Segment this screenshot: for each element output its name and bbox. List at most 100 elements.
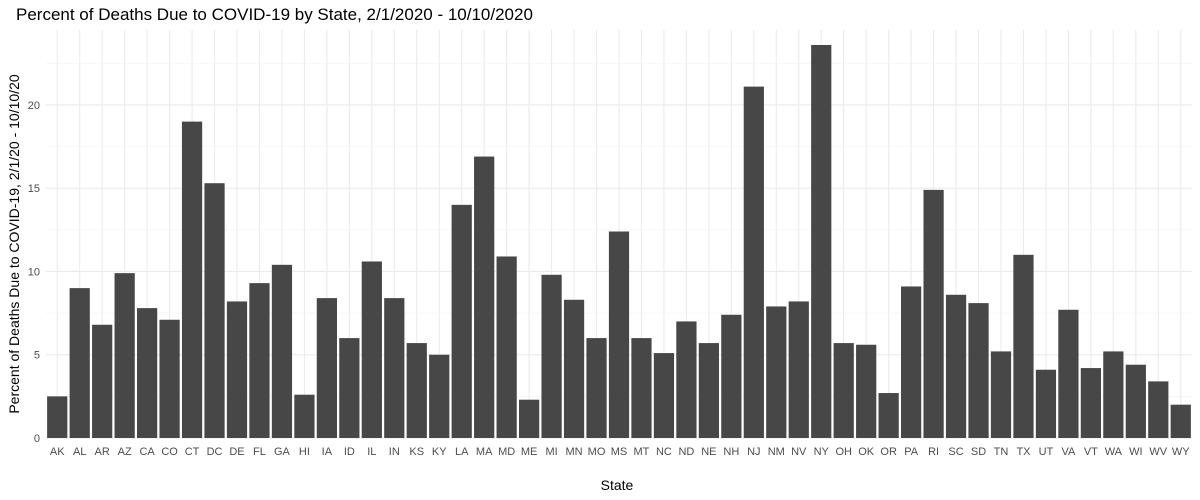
x-axis-title: State (601, 477, 634, 493)
x-tick-label: IA (322, 446, 333, 458)
bar-nv (788, 301, 809, 438)
x-tick-label: UT (1039, 446, 1054, 458)
x-tick-label: ME (521, 446, 538, 458)
x-tick-label: SC (948, 446, 963, 458)
x-tick-label: NE (701, 446, 716, 458)
x-tick-label: SD (971, 446, 986, 458)
x-tick-label: NV (791, 446, 807, 458)
bars (47, 44, 1191, 439)
x-tick-label: CA (139, 446, 155, 458)
y-axis-title: Percent of Deaths Due to COVID-19, 2/1/2… (6, 74, 22, 414)
bar-nj (743, 86, 764, 438)
y-tick-label: 0 (34, 433, 40, 445)
bar-fl (249, 283, 270, 438)
bar-mo (586, 338, 607, 438)
bar-me (519, 399, 540, 438)
bar-ar (92, 324, 113, 438)
bar-ny (811, 44, 832, 438)
bar-ne (698, 343, 719, 438)
bar-mt (631, 338, 652, 438)
bar-wa (1103, 351, 1124, 438)
y-tick-label: 15 (28, 183, 40, 195)
bar-hi (294, 394, 315, 438)
bar-dc (204, 183, 225, 438)
x-tick-label: MS (611, 446, 628, 458)
bar-oh (833, 343, 854, 438)
bar-ia (316, 298, 337, 438)
bar-ma (474, 156, 495, 438)
x-tick-label: NJ (747, 446, 760, 458)
x-tick-label: AL (73, 446, 86, 458)
bar-tx (1013, 254, 1034, 438)
x-tick-label: HI (299, 446, 310, 458)
x-tick-label: NM (768, 446, 785, 458)
x-tick-label: IL (367, 446, 376, 458)
bar-tn (990, 351, 1012, 438)
x-tick-label: MI (545, 446, 557, 458)
x-tick-label: RI (928, 446, 939, 458)
x-tick-label: OR (880, 446, 897, 458)
bar-va (1058, 309, 1079, 438)
bar-ut (1035, 369, 1057, 438)
x-tick-label: MN (566, 446, 583, 458)
x-tick-label: MA (476, 446, 493, 458)
bar-ri (923, 189, 944, 438)
x-tick-label: DC (207, 446, 223, 458)
x-tick-label: VA (1061, 446, 1076, 458)
bar-il (361, 261, 382, 438)
x-tick-label: PA (904, 446, 919, 458)
x-tick-label: FL (253, 446, 266, 458)
x-tick-label: MT (634, 446, 650, 458)
bar-wi (1125, 364, 1146, 438)
x-tick-label: WA (1105, 446, 1123, 458)
bar-vt (1080, 368, 1101, 438)
bar-la (451, 204, 472, 438)
x-tick-label: KS (409, 446, 424, 458)
x-tick-label: MD (498, 446, 515, 458)
bar-ct (181, 121, 203, 439)
x-tick-label: IN (389, 446, 400, 458)
bar-ms (608, 231, 630, 438)
x-tick-label: AK (50, 446, 65, 458)
x-tick-label: OK (858, 446, 875, 458)
bar-mi (541, 274, 562, 438)
x-tick-label: DE (229, 446, 244, 458)
bar-in (384, 298, 405, 438)
bar-ky (429, 354, 450, 438)
bar-ak (47, 396, 68, 438)
x-tick-label: TN (994, 446, 1009, 458)
bar-co (159, 319, 180, 438)
y-tick-label: 5 (34, 350, 40, 362)
bar-id (339, 338, 360, 438)
bar-ga (271, 264, 293, 438)
bar-pa (901, 286, 922, 438)
bar-mn (563, 299, 585, 438)
x-tick-label: CO (161, 446, 178, 458)
x-tick-label: ND (678, 446, 694, 458)
bar-ca (137, 308, 158, 438)
x-tick-label: CT (185, 446, 200, 458)
x-tick-label: NY (814, 446, 830, 458)
x-tick-label: LA (455, 446, 469, 458)
x-axis-ticks: AK AL AR AZ CA CO CT DC DE FL GA HI IA ID IL IN KS KY LA MA… (50, 446, 1190, 458)
x-tick-label: WY (1172, 446, 1190, 458)
y-tick-label: 20 (28, 100, 40, 112)
x-tick-label: OH (835, 446, 852, 458)
x-tick-label: KY (432, 446, 447, 458)
x-tick-label: GA (274, 446, 291, 458)
bar-wv (1148, 381, 1169, 438)
x-tick-label: VT (1084, 446, 1098, 458)
bar-ks (406, 343, 427, 438)
bar-sd (968, 303, 989, 438)
bar-nc (653, 353, 675, 438)
x-tick-label: AZ (118, 446, 132, 458)
bar-or (878, 393, 899, 438)
bar-wy (1170, 404, 1191, 438)
x-tick-label: TX (1016, 446, 1031, 458)
chart-title: Percent of Deaths Due to COVID-19 by Sta… (16, 5, 533, 24)
x-tick-label: AR (95, 446, 110, 458)
bar-az (114, 273, 135, 438)
x-tick-label: WV (1149, 446, 1167, 458)
x-tick-label: ID (344, 446, 355, 458)
